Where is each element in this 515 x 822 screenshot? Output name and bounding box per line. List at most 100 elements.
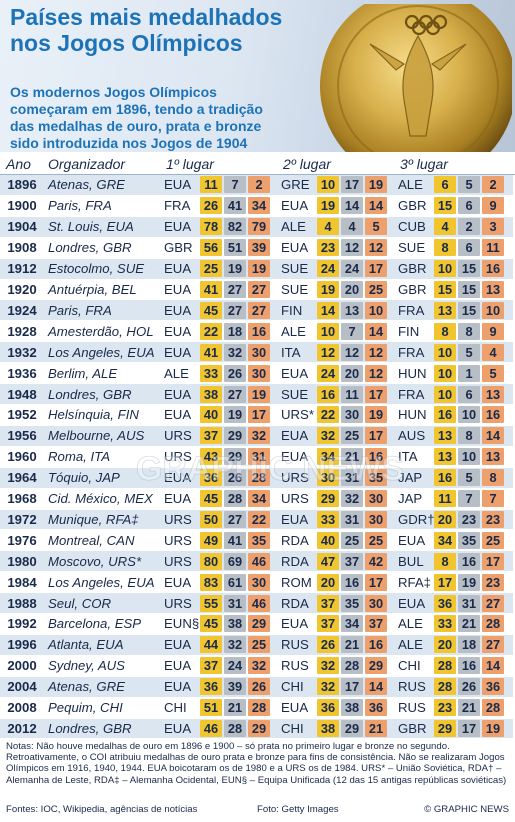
place-1-cell: EUA 36 26 28 bbox=[162, 467, 279, 489]
place-2-cell: EUA 32 25 17 bbox=[279, 425, 396, 447]
gold-medal-count: 32 bbox=[317, 657, 339, 675]
place-group: EUA 22 18 16 bbox=[164, 322, 279, 341]
place-1-cell: EUA 38 27 19 bbox=[162, 383, 279, 405]
table-row: 1976 Montreal, CAN URS 49 41 35 RDA 40 25 25 EUA 34… bbox=[0, 529, 515, 552]
country-code: SUE bbox=[281, 386, 309, 402]
bronze-medal-count: 12 bbox=[365, 364, 387, 382]
bronze-medal-count: 25 bbox=[365, 531, 387, 549]
country-code: EUA bbox=[164, 679, 192, 695]
bronze-medal-count: 30 bbox=[248, 343, 270, 361]
country-code: FRA bbox=[398, 302, 425, 318]
place-group: BUL 8 16 17 bbox=[398, 552, 513, 571]
place-group: SUE 24 24 17 bbox=[281, 259, 396, 278]
bronze-medal-count: 13 bbox=[482, 385, 504, 403]
silver-medal-count: 5 bbox=[458, 469, 480, 487]
place-3-cell: GDR† 20 23 23 bbox=[396, 509, 513, 531]
place-group: EUA 41 27 27 bbox=[164, 280, 279, 299]
bronze-medal-count: 10 bbox=[482, 301, 504, 319]
place-2-cell: SUE 19 20 25 bbox=[279, 279, 396, 301]
gold-medal-count: 16 bbox=[317, 385, 339, 403]
country-code: EUA bbox=[281, 240, 309, 256]
place-group: EUA 19 14 14 bbox=[281, 196, 396, 215]
place-group: FRA 10 6 13 bbox=[398, 385, 513, 404]
silver-medal-count: 82 bbox=[224, 218, 246, 236]
host-cell: Roma, ITA bbox=[44, 446, 162, 468]
bronze-medal-count: 19 bbox=[248, 260, 270, 278]
country-code: EUA bbox=[164, 177, 192, 193]
country-code: FRA bbox=[164, 198, 191, 214]
silver-medal-count: 27 bbox=[224, 301, 246, 319]
row-pad bbox=[513, 195, 515, 217]
bronze-medal-count: 4 bbox=[482, 343, 504, 361]
gold-medal-count: 16 bbox=[434, 469, 456, 487]
country-code: EUA bbox=[281, 511, 309, 527]
silver-medal-count: 38 bbox=[341, 699, 363, 717]
silver-medal-count: 29 bbox=[224, 448, 246, 466]
place-1-cell: URS 50 27 22 bbox=[162, 509, 279, 531]
country-code: EUA bbox=[398, 532, 426, 548]
table-row: 1988 Seul, COR URS 55 31 46 RDA 37 35 30 EUA 36 31 27 bbox=[0, 592, 515, 615]
country-code: RFA‡ bbox=[398, 574, 431, 590]
country-code: EUA bbox=[164, 491, 192, 507]
year-cell: 1948 bbox=[0, 383, 44, 405]
place-2-cell: URS 30 31 35 bbox=[279, 467, 396, 489]
row-pad bbox=[513, 676, 515, 698]
place-1-cell: FRA 26 41 34 bbox=[162, 195, 279, 217]
place-group: RDA 47 37 42 bbox=[281, 552, 396, 571]
place-group: EUA 40 19 17 bbox=[164, 405, 279, 424]
year-cell: 1968 bbox=[0, 488, 44, 510]
silver-medal-count: 19 bbox=[224, 406, 246, 424]
host-cell: Moscovo, URS* bbox=[44, 550, 162, 573]
gold-medal-count: 51 bbox=[200, 699, 222, 717]
gold-medal-count: 34 bbox=[434, 531, 456, 549]
bronze-medal-count: 34 bbox=[248, 490, 270, 508]
silver-medal-count: 31 bbox=[224, 594, 246, 612]
place-1-cell: EUA 25 19 19 bbox=[162, 258, 279, 280]
table-row: 1928 Amesterdão, HOL EUA 22 18 16 ALE 10 7 14 FIN 8… bbox=[0, 320, 515, 343]
place-group: EUA 78 82 79 bbox=[164, 217, 279, 236]
place-1-cell: URS 37 29 32 bbox=[162, 425, 279, 447]
bronze-medal-count: 22 bbox=[248, 510, 270, 528]
silver-medal-count: 18 bbox=[458, 636, 480, 654]
country-code: GRE bbox=[281, 177, 310, 193]
country-code: URS bbox=[281, 470, 309, 486]
gold-medal-count: 26 bbox=[317, 636, 339, 654]
gold-medal-count: 37 bbox=[317, 594, 339, 612]
place-group: EUA 38 27 19 bbox=[164, 385, 279, 404]
place-3-cell: ALE 6 5 2 bbox=[396, 174, 513, 196]
place-group: RUS 23 21 28 bbox=[398, 698, 513, 717]
gold-medal-count: 10 bbox=[434, 260, 456, 278]
year-cell: 1908 bbox=[0, 237, 44, 259]
country-code: ALE bbox=[281, 323, 306, 339]
place-3-cell: GBR 10 15 16 bbox=[396, 258, 513, 280]
country-code: EUA bbox=[164, 470, 192, 486]
row-pad bbox=[513, 362, 515, 385]
silver-medal-count: 21 bbox=[458, 699, 480, 717]
silver-medal-count: 31 bbox=[341, 469, 363, 487]
table-header-row: Ano Organizador 1º lugar 2º lugar 3º lug… bbox=[0, 153, 515, 175]
silver-medal-count: 26 bbox=[458, 678, 480, 696]
host-cell: Barcelona, ESP bbox=[44, 613, 162, 635]
place-group: EUA 11 7 2 bbox=[164, 175, 279, 194]
place-1-cell: URS 49 41 35 bbox=[162, 529, 279, 552]
bronze-medal-count: 10 bbox=[365, 301, 387, 319]
place-group: SUE 19 20 25 bbox=[281, 280, 396, 299]
year-cell: 2000 bbox=[0, 655, 44, 677]
gold-medal-count: 4 bbox=[434, 218, 456, 236]
country-code: CUB bbox=[398, 219, 426, 235]
silver-medal-count: 8 bbox=[458, 427, 480, 445]
place-1-cell: EUA 22 18 16 bbox=[162, 320, 279, 343]
gold-medal-count: 37 bbox=[200, 427, 222, 445]
bronze-medal-count: 29 bbox=[248, 720, 270, 738]
host-cell: Los Angeles, EUA bbox=[44, 341, 162, 364]
place-2-cell: GRE 10 17 19 bbox=[279, 174, 396, 196]
silver-medal-count: 19 bbox=[224, 260, 246, 278]
place-group: EUA 25 19 19 bbox=[164, 259, 279, 278]
row-pad bbox=[513, 258, 515, 280]
bronze-medal-count: 32 bbox=[248, 657, 270, 675]
host-cell: Paris, FRA bbox=[44, 299, 162, 322]
place-group: EUA 36 31 27 bbox=[398, 594, 513, 613]
year-cell: 1896 bbox=[0, 174, 44, 196]
silver-medal-count: 61 bbox=[224, 573, 246, 591]
country-code: EUA bbox=[164, 281, 192, 297]
